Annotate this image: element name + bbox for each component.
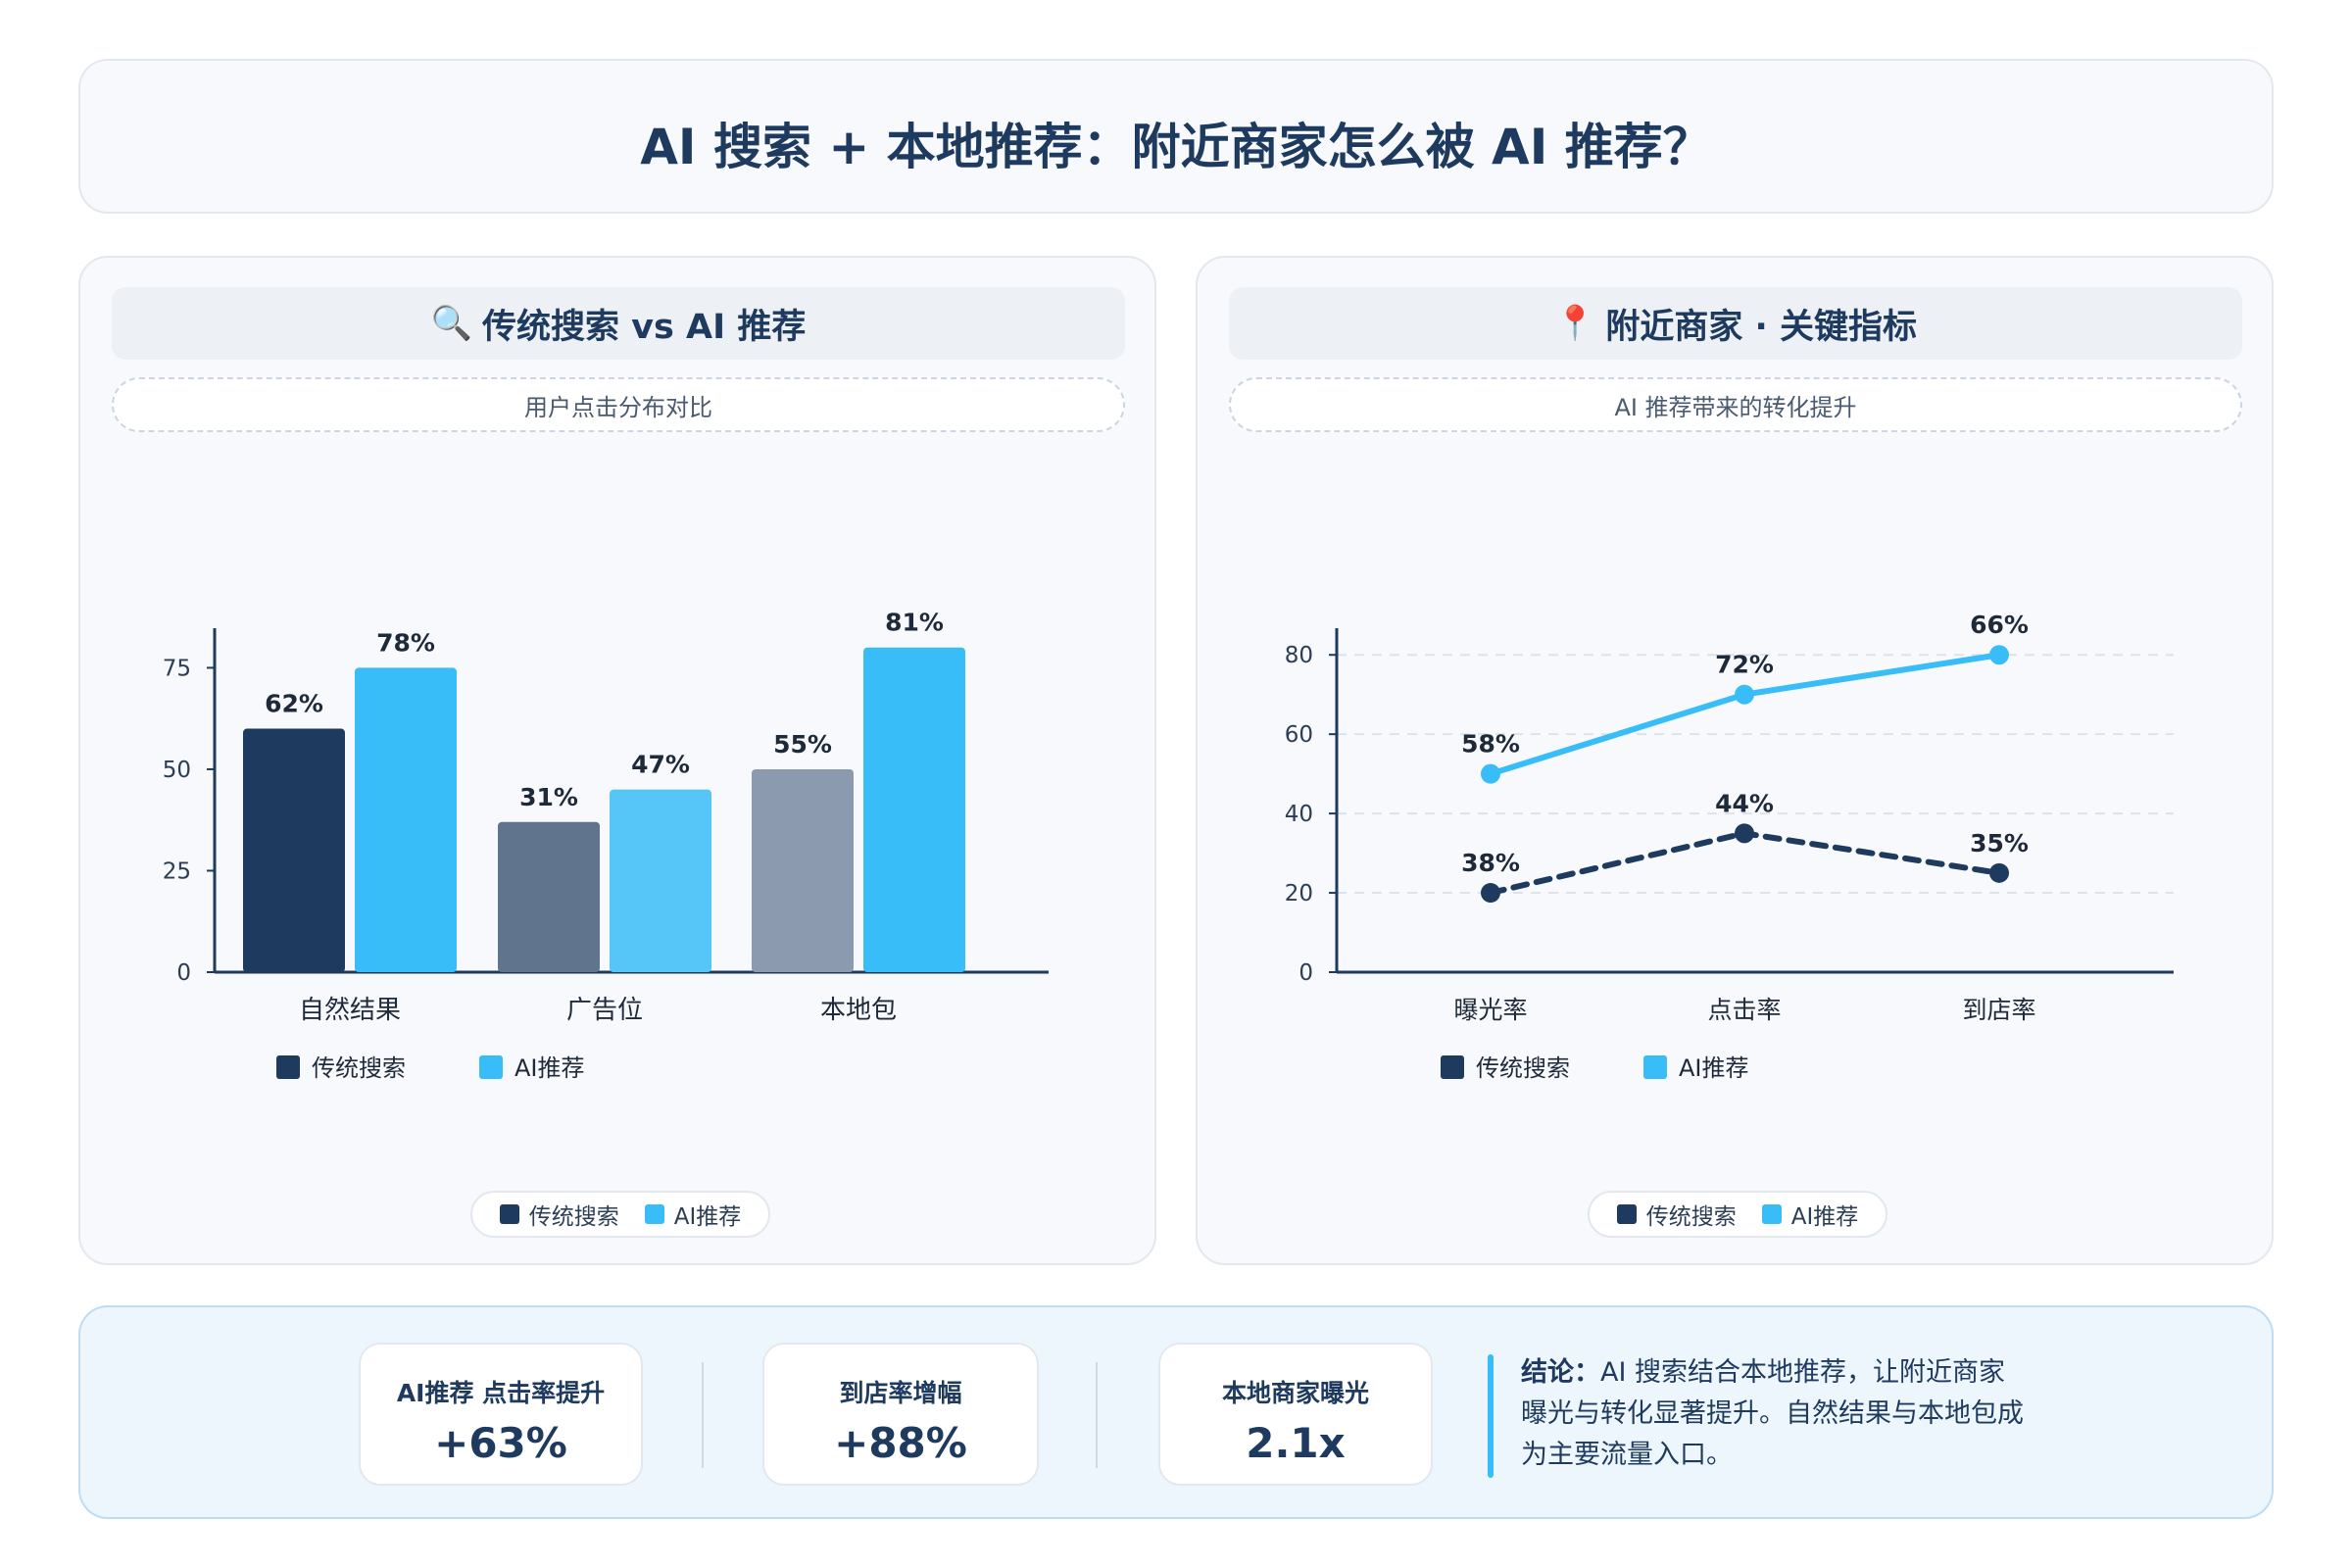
bar <box>610 789 711 972</box>
conclusion-accent-bar <box>1488 1354 1494 1478</box>
y-tick-label: 20 <box>1285 881 1313 906</box>
line-panel-header: 📍 附近商家 · 关键指标 <box>1229 287 2242 360</box>
kpi-label: 到店率增幅 <box>839 1379 962 1407</box>
line-chart: 0 20 40 60 80 曝光率 点击率 到店率 58% 72% 66% 38% 44% 35% 传统搜索… <box>1285 611 2174 1082</box>
legend-item-traditional: 传统搜索 <box>499 1198 619 1231</box>
x-tick-label: 到店率 <box>1962 996 2035 1024</box>
kpi-value: +88% <box>834 1419 967 1467</box>
data-point <box>1735 823 1754 844</box>
kpi-label: AI推荐 点击率提升 <box>396 1379 606 1407</box>
x-tick-label: 本地包 <box>820 996 897 1025</box>
legend-label-traditional: 传统搜索 <box>528 1204 619 1230</box>
x-tick-label: 广告位 <box>566 996 643 1025</box>
data-label: 55% <box>773 730 832 759</box>
kpi-value: +63% <box>434 1419 567 1467</box>
legend-item-ai: AI推荐 <box>644 1198 742 1231</box>
divider <box>702 1362 704 1468</box>
y-tick-label: 40 <box>1285 802 1313 827</box>
legend-label: AI推荐 <box>1679 1054 1749 1082</box>
legend-swatch <box>1441 1055 1464 1079</box>
kpi-value: 2.1x <box>1246 1419 1346 1467</box>
bar <box>498 821 600 972</box>
summary-card: AI推荐 点击率提升 +63% 到店率增幅 +88% 本地商家曝光 2.1x 结… <box>78 1305 2274 1519</box>
bar-panel-title: 传统搜索 vs AI 推荐 <box>482 307 807 347</box>
data-label: 81% <box>885 609 944 637</box>
bar <box>243 728 345 972</box>
kpi-exposure: 本地商家曝光 2.1x <box>1158 1343 1433 1486</box>
data-label: 47% <box>631 751 690 779</box>
data-label: 38% <box>1461 849 1520 877</box>
y-tick-label: 80 <box>1285 643 1313 668</box>
legend-label: 传统搜索 <box>1476 1054 1570 1082</box>
data-label: 58% <box>1461 730 1520 759</box>
line-panel-subtitle: AI 推荐带来的转化提升 <box>1229 377 2242 432</box>
legend-label: AI推荐 <box>514 1054 585 1082</box>
conclusion-lead: 结论： <box>1521 1357 1600 1388</box>
kpi-label: 本地商家曝光 <box>1221 1379 1369 1407</box>
y-tick-label: 60 <box>1285 722 1313 748</box>
legend-item-traditional: 传统搜索 <box>1616 1198 1737 1231</box>
bar-panel-subtitle: 用户点击分布对比 <box>112 377 1125 432</box>
kpi-click-rate: AI推荐 点击率提升 +63% <box>359 1343 643 1486</box>
y-tick-label: 50 <box>163 758 191 783</box>
bar <box>355 667 457 972</box>
conclusion-text: 结论：AI 搜索结合本地推荐，让附近商家曝光与转化显著提升。自然结果与本地包成为… <box>1521 1352 2031 1476</box>
bar <box>863 647 965 972</box>
data-point <box>1735 684 1754 705</box>
divider <box>1096 1362 1098 1468</box>
data-point <box>1989 645 2009 665</box>
data-point <box>1989 862 2009 883</box>
y-tick-label: 75 <box>163 656 191 681</box>
legend-swatch-ai <box>644 1204 664 1224</box>
data-label: 44% <box>1715 789 1774 817</box>
kpi-store-visit: 到店率增幅 +88% <box>762 1343 1039 1486</box>
line-chart-panel: 📍 附近商家 · 关键指标 AI 推荐带来的转化提升 0 20 40 60 80 曝光率 点… <box>1196 256 2274 1265</box>
legend-item-ai: AI推荐 <box>1761 1198 1859 1231</box>
bar-panel-header: 🔍 传统搜索 vs AI 推荐 <box>112 287 1125 360</box>
legend-label-ai: AI推荐 <box>673 1204 742 1230</box>
y-tick-label: 0 <box>176 960 191 986</box>
y-tick-label: 25 <box>163 858 191 884</box>
data-label: 78% <box>376 628 435 657</box>
data-point <box>1481 883 1500 904</box>
data-label: 66% <box>1970 611 2029 639</box>
bar-chart-panel: 🔍 传统搜索 vs AI 推荐 用户点击分布对比 0 25 50 75 62% 78% 自然… <box>78 256 1156 1265</box>
bar <box>752 768 854 972</box>
legend-label-traditional: 传统搜索 <box>1645 1204 1737 1230</box>
bar-bottom-legend: 传统搜索 AI推荐 <box>470 1191 770 1238</box>
legend-swatch <box>479 1055 503 1079</box>
magnifier-icon: 🔍 <box>430 304 472 343</box>
x-tick-label: 点击率 <box>1707 996 1781 1024</box>
title-card: AI 搜索 + 本地推荐：附近商家怎么被 AI 推荐？ <box>78 59 2274 214</box>
page-title: AI 搜索 + 本地推荐：附近商家怎么被 AI 推荐？ <box>640 119 1712 175</box>
y-tick-label: 0 <box>1298 960 1313 986</box>
data-point <box>1481 763 1500 784</box>
data-label: 72% <box>1715 651 1774 679</box>
data-label: 31% <box>519 783 578 811</box>
data-label: 62% <box>265 690 323 718</box>
legend-label-ai: AI推荐 <box>1790 1204 1859 1230</box>
line-bottom-legend: 传统搜索 AI推荐 <box>1588 1191 1887 1238</box>
legend-label: 传统搜索 <box>312 1054 406 1082</box>
legend-swatch-traditional <box>1616 1204 1637 1224</box>
line-panel-title: 附近商家 · 关键指标 <box>1605 307 1917 347</box>
data-label: 35% <box>1970 829 2029 858</box>
legend-swatch-ai <box>1761 1204 1782 1224</box>
x-tick-label: 自然结果 <box>299 996 401 1025</box>
conclusion-body: AI 搜索结合本地推荐，让附近商家曝光与转化显著提升。自然结果与本地包成为主要流… <box>1521 1357 2024 1470</box>
legend-swatch <box>1643 1055 1667 1079</box>
legend-swatch <box>276 1055 300 1079</box>
pin-icon: 📍 <box>1553 304 1596 343</box>
legend-swatch-traditional <box>499 1204 519 1224</box>
x-tick-label: 曝光率 <box>1453 996 1527 1024</box>
